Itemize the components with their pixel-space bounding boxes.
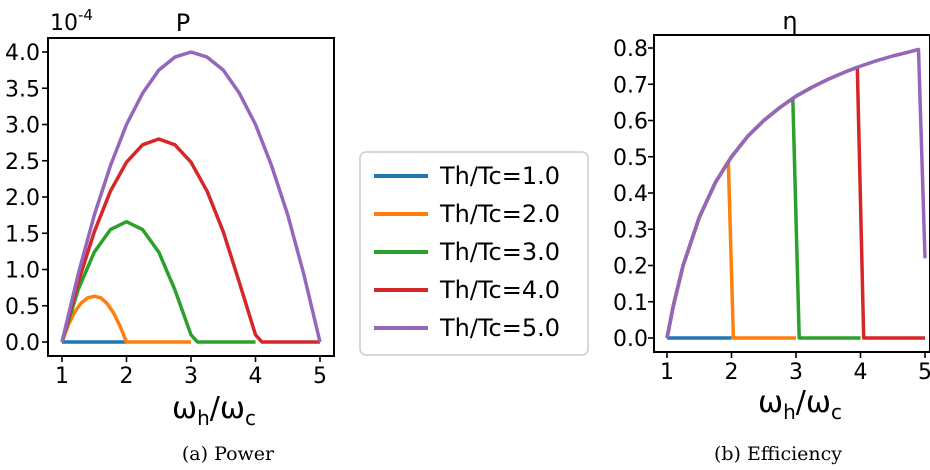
efficiency-ytick-label: 0.5 [613, 146, 648, 171]
power-offset-label: 10-4 [50, 6, 93, 36]
power-xtick-label: 1 [55, 364, 69, 389]
efficiency-series-th-tc-5-0 [665, 47, 927, 339]
power-ytick-label: 0.0 [5, 331, 40, 356]
efficiency-xlabel-sub-c: c [831, 400, 842, 424]
efficiency-plot-area [665, 47, 927, 340]
efficiency-ytick-label: 0.1 [613, 291, 648, 316]
efficiency-ticks: 1 2 3 4 5 0.0 0.1 0.2 0.3 0.4 0.5 0.6 0.7 0.8 [613, 37, 930, 385]
efficiency-xtick-label: 2 [725, 360, 739, 385]
efficiency-xtick-label: 1 [660, 360, 674, 385]
power-x-axis-label: ωh/ωc [172, 391, 256, 430]
power-ytick-label: 0.5 [5, 295, 40, 320]
power-plot-area [60, 50, 322, 344]
power-ytick-label: 1.0 [5, 259, 40, 284]
power-title: P [176, 9, 190, 37]
power-ticks: 1 2 3 4 5 0.0 0.5 1.0 1.5 2.0 2.5 3.0 3.5 4.0 [5, 41, 327, 389]
efficiency-xlabel-slash-omega: /ω [796, 385, 831, 420]
power-ytick-label: 3.5 [5, 77, 40, 102]
legend-items: Th/Tc=1.0 Th/Tc=2.0 Th/Tc=3.0 Th/Tc=4.0 Th/T… [374, 162, 560, 342]
power-offset-exponent: -4 [78, 6, 93, 24]
efficiency-ytick-label: 0.6 [613, 110, 648, 135]
power-xlabel-sub-h: h [197, 406, 210, 430]
efficiency-ytick-label: 0.8 [613, 37, 648, 62]
power-xtick-label: 2 [120, 364, 134, 389]
power-series-th-tc-4-0 [60, 137, 320, 344]
power-ytick-label: 3.0 [5, 114, 40, 139]
legend-label-th-tc-3-0: Th/Tc=3.0 [439, 238, 560, 266]
efficiency-ytick-label: 0.0 [613, 327, 648, 352]
power-xtick-label: 3 [184, 364, 198, 389]
efficiency-ytick-label: 0.2 [613, 255, 648, 280]
efficiency-chart: 1 2 3 4 5 0.0 0.1 0.2 0.3 0.4 0.5 0.6 0.7 0.8 η ωh/ωc… [613, 7, 930, 465]
efficiency-ytick-label: 0.7 [613, 73, 648, 98]
legend-label-th-tc-4-0: Th/Tc=4.0 [439, 276, 560, 304]
power-offset-base: 10 [50, 11, 78, 36]
power-xlabel-omega-h: ω [172, 391, 197, 426]
power-ytick-label: 4.0 [5, 41, 40, 66]
efficiency-ytick-label: 0.4 [613, 182, 648, 207]
power-axes-frame [47, 37, 335, 357]
legend-label-th-tc-5-0: Th/Tc=5.0 [439, 314, 560, 342]
efficiency-x-axis-label: ωh/ωc [758, 385, 842, 424]
power-xtick-label: 4 [249, 364, 263, 389]
efficiency-xlabel-omega-h: ω [758, 385, 783, 420]
efficiency-axes-frame [653, 34, 930, 353]
power-series-th-tc-3-0 [60, 219, 256, 344]
legend-label-th-tc-1-0: Th/Tc=1.0 [439, 162, 560, 190]
power-caption: (a) Power [182, 443, 275, 465]
efficiency-series-th-tc-2-0 [665, 159, 796, 340]
power-series-th-tc-5-0 [60, 50, 322, 343]
efficiency-series-th-tc-3-0 [665, 96, 861, 340]
legend-label-th-tc-2-0: Th/Tc=2.0 [439, 200, 560, 228]
power-xlabel-sub-c: c [245, 406, 256, 430]
efficiency-ytick-label: 0.3 [613, 218, 648, 243]
efficiency-caption: (b) Efficiency [714, 443, 842, 465]
efficiency-xtick-label: 4 [854, 360, 868, 385]
efficiency-xlabel-sub-h: h [783, 400, 796, 424]
power-series-th-tc-2-0 [60, 294, 191, 344]
legend: Th/Tc=1.0 Th/Tc=2.0 Th/Tc=3.0 Th/Tc=4.0 Th/T… [359, 151, 589, 356]
efficiency-xtick-label: 3 [789, 360, 803, 385]
power-chart: 1 2 3 4 50.00.51.01.52.02.53.03.54.0 P 10-4 … [5, 6, 335, 465]
power-ytick-label: 2.5 [5, 150, 40, 175]
power-ytick-label: 1.5 [5, 222, 40, 247]
efficiency-title: η [782, 7, 797, 35]
power-ytick-label: 2.0 [5, 186, 40, 211]
power-xtick-label: 5 [313, 364, 327, 389]
efficiency-xtick-label: 5 [918, 360, 930, 385]
legend-box [359, 151, 589, 356]
power-xlabel-slash-omega: /ω [210, 391, 245, 426]
